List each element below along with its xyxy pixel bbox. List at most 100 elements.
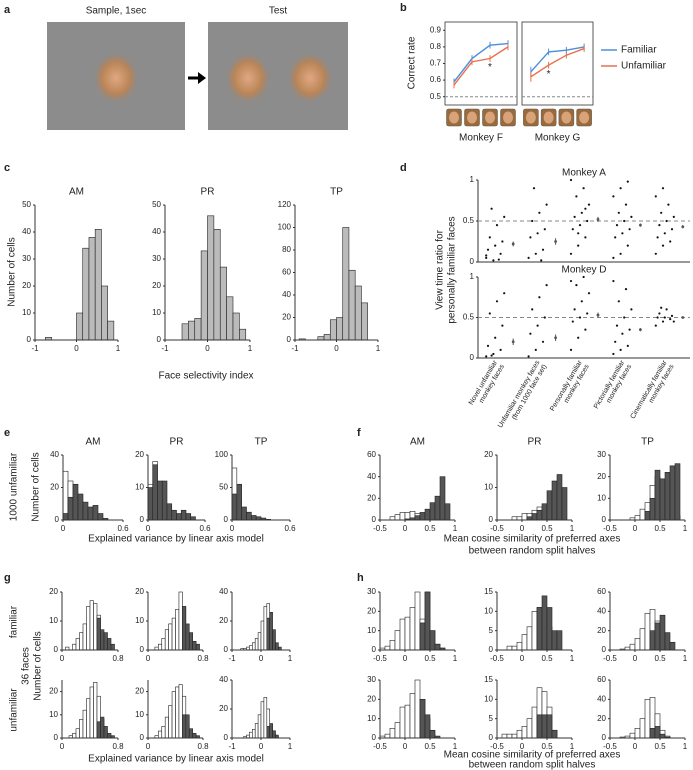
point bbox=[538, 211, 541, 214]
bar bbox=[516, 729, 523, 739]
bar bbox=[419, 512, 426, 521]
chart-title: PR bbox=[201, 187, 215, 198]
line bbox=[530, 47, 585, 78]
bar bbox=[649, 728, 656, 739]
y-tick-label: 20 bbox=[49, 587, 58, 596]
x-tick-label: 0 bbox=[633, 742, 638, 751]
bar bbox=[556, 474, 563, 521]
x-axis-label: Monkey G bbox=[535, 133, 581, 144]
bar bbox=[404, 616, 411, 651]
point bbox=[656, 316, 659, 319]
bar bbox=[171, 617, 176, 651]
bar bbox=[439, 476, 446, 521]
point bbox=[672, 320, 675, 323]
legend-label: Familiar bbox=[621, 45, 657, 56]
bar bbox=[176, 513, 182, 521]
y-tick-label: 20 bbox=[135, 450, 144, 459]
point bbox=[621, 332, 624, 335]
y-tick-label: 0 bbox=[224, 733, 229, 742]
bar bbox=[168, 705, 173, 739]
point bbox=[661, 320, 665, 323]
bar bbox=[232, 312, 240, 341]
point bbox=[663, 232, 666, 235]
y-tick-label: 20 bbox=[135, 587, 144, 596]
bar bbox=[434, 495, 441, 521]
x-tick-label: -0.5 bbox=[603, 524, 617, 533]
bar bbox=[629, 732, 636, 739]
line bbox=[453, 46, 509, 86]
point bbox=[619, 252, 622, 255]
bar bbox=[103, 632, 108, 651]
bar bbox=[97, 513, 104, 521]
y-tick-label: 0 bbox=[140, 733, 145, 742]
y-tick-label: 0 bbox=[140, 645, 145, 654]
bar bbox=[394, 722, 401, 739]
point bbox=[575, 284, 578, 287]
chart-title: Monkey D bbox=[561, 265, 606, 276]
x-tick-label: -1 bbox=[31, 344, 39, 353]
y-tick-label: 50 bbox=[152, 200, 161, 209]
y-tick-label: 0.9 bbox=[430, 25, 442, 34]
bar bbox=[659, 614, 666, 651]
bar bbox=[511, 645, 518, 651]
x-tick-label: 1 bbox=[570, 524, 575, 533]
x-tick-label: -1 bbox=[291, 344, 299, 353]
chart-title: Monkey A bbox=[562, 168, 606, 179]
bar bbox=[96, 721, 101, 739]
bar bbox=[669, 465, 676, 521]
point bbox=[578, 316, 582, 319]
x-tick-label: 0.8 bbox=[112, 742, 124, 751]
bar bbox=[669, 641, 676, 651]
bar bbox=[257, 714, 262, 739]
x-tick-label: 1 bbox=[453, 524, 458, 533]
x-tick-label: -0.5 bbox=[373, 524, 387, 533]
category-image-face bbox=[561, 111, 572, 124]
bar bbox=[180, 509, 187, 521]
point bbox=[615, 324, 619, 327]
bar bbox=[541, 595, 548, 651]
point bbox=[571, 320, 574, 323]
bar bbox=[157, 480, 163, 521]
bar bbox=[100, 629, 105, 651]
bar bbox=[161, 480, 168, 521]
x-tick-label: 0.6 bbox=[117, 524, 129, 533]
y-tick-label: 0 bbox=[470, 353, 475, 362]
point bbox=[538, 296, 541, 299]
point bbox=[534, 348, 537, 351]
bar bbox=[77, 493, 84, 521]
y-tick-label: 20 bbox=[597, 472, 606, 481]
chart-title: AM bbox=[410, 437, 425, 448]
y-tick-label: 0.5 bbox=[463, 216, 475, 225]
bar bbox=[107, 733, 112, 739]
mean-point bbox=[511, 340, 515, 344]
point bbox=[654, 252, 657, 255]
bar bbox=[246, 511, 252, 521]
y-tick-label: 20 bbox=[367, 606, 376, 615]
x-tick-label: 0.5 bbox=[654, 742, 666, 751]
x-tick-label: 0.6 bbox=[199, 524, 211, 533]
bar bbox=[394, 630, 401, 651]
mean-point bbox=[639, 223, 642, 227]
mean-point bbox=[511, 242, 515, 246]
bar bbox=[506, 645, 513, 651]
point bbox=[501, 240, 504, 243]
x-tick-label: Cinematically familiar bbox=[630, 359, 669, 420]
bar bbox=[342, 227, 350, 341]
point bbox=[569, 178, 573, 182]
point bbox=[658, 224, 661, 227]
x-tick-label: 1 bbox=[116, 344, 121, 353]
point bbox=[543, 316, 546, 319]
y-tick-label: 10 bbox=[484, 606, 493, 615]
point bbox=[503, 215, 506, 218]
bar bbox=[384, 733, 391, 739]
y-tick-label: 1 bbox=[470, 175, 475, 184]
bar bbox=[62, 470, 69, 521]
bar bbox=[536, 607, 543, 651]
point bbox=[667, 203, 670, 206]
bar bbox=[188, 320, 196, 341]
point bbox=[614, 236, 617, 239]
y-tick-label: 40 bbox=[597, 606, 606, 615]
x-tick-label: -1 bbox=[228, 654, 236, 663]
mean-point bbox=[681, 225, 685, 229]
bar bbox=[526, 718, 533, 739]
